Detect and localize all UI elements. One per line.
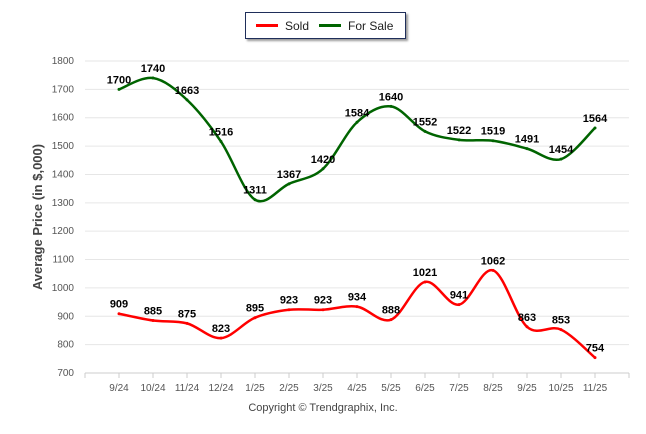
data-label: 1564 [583, 113, 608, 125]
x-tick-label: 8/25 [483, 383, 503, 394]
data-point [219, 336, 223, 340]
sold-swatch [256, 24, 278, 27]
data-label: 923 [314, 295, 332, 307]
data-label: 934 [348, 292, 367, 304]
data-point [117, 87, 121, 91]
data-label: 1516 [209, 127, 233, 139]
data-point [389, 104, 393, 108]
y-tick-label: 800 [57, 340, 74, 351]
data-label: 1552 [413, 116, 437, 128]
data-point [117, 312, 121, 316]
y-tick-label: 1500 [52, 141, 75, 152]
data-label: 885 [144, 306, 162, 318]
y-tick-label: 1800 [52, 56, 75, 67]
legend-item-sold[interactable]: Sold [256, 19, 309, 33]
x-tick-label: 6/25 [415, 383, 435, 394]
legend-label-sold: Sold [285, 18, 310, 33]
data-point [423, 129, 427, 133]
data-label: 1311 [243, 185, 267, 197]
data-label: 1519 [481, 126, 505, 138]
data-label: 1454 [549, 144, 574, 156]
y-tick-label: 1700 [52, 84, 75, 95]
data-label: 909 [110, 299, 128, 311]
data-label: 1522 [447, 125, 471, 137]
data-label: 1584 [345, 107, 370, 119]
y-tick-label: 1600 [52, 113, 75, 124]
data-label: 888 [382, 305, 400, 317]
data-label: 1062 [481, 255, 505, 267]
x-tick-label: 5/25 [381, 383, 401, 394]
data-label: 754 [586, 343, 605, 355]
data-label: 863 [518, 312, 536, 324]
data-point [389, 318, 393, 322]
data-point [151, 319, 155, 323]
copyright: Copyright © Trendgraphix, Inc. [248, 402, 398, 414]
x-tick-label: 11/24 [175, 383, 200, 394]
data-point [219, 140, 223, 144]
data-label: 1740 [141, 63, 165, 75]
data-point [185, 98, 189, 102]
data-point [253, 198, 257, 202]
data-point [559, 328, 563, 332]
x-tick-label: 9/25 [517, 383, 537, 394]
data-label: 853 [552, 315, 570, 327]
data-label: 1640 [379, 91, 403, 103]
data-label: 1420 [311, 154, 335, 166]
data-point [253, 316, 257, 320]
data-point [355, 305, 359, 309]
x-tick-label: 11/25 [583, 383, 608, 394]
x-tick-label: 7/25 [449, 383, 469, 394]
data-point [287, 308, 291, 312]
x-tick-label: 10/25 [548, 383, 573, 394]
data-label: 823 [212, 323, 230, 335]
data-point [457, 138, 461, 142]
data-label: 923 [280, 295, 298, 307]
data-label: 1700 [107, 74, 131, 86]
for-sale-swatch [319, 24, 342, 27]
data-label: 875 [178, 308, 196, 320]
data-point [593, 356, 597, 360]
x-tick-label: 10/24 [140, 383, 165, 394]
data-point [559, 157, 563, 161]
data-label: 1021 [413, 267, 437, 279]
x-tick-label: 2/25 [279, 383, 299, 394]
y-tick-label: 1400 [52, 169, 75, 180]
legend-item-for-sale[interactable]: For Sale [319, 19, 393, 33]
y-tick-label: 1000 [52, 283, 75, 294]
data-point [321, 167, 325, 171]
data-point [491, 268, 495, 272]
y-tick-label: 1300 [52, 198, 75, 209]
data-point [593, 126, 597, 130]
data-point [457, 303, 461, 307]
data-point [287, 182, 291, 186]
data-point [321, 308, 325, 312]
y-axis-label: Average Price (in $,000) [30, 144, 45, 290]
data-point [151, 76, 155, 80]
data-label: 1367 [277, 169, 301, 181]
data-label: 1663 [175, 85, 199, 97]
y-tick-label: 900 [57, 311, 74, 322]
data-point [185, 321, 189, 325]
x-tick-label: 4/25 [347, 383, 367, 394]
x-tick-label: 1/25 [245, 383, 265, 394]
y-tick-label: 1100 [52, 255, 74, 266]
data-label: 895 [246, 303, 264, 315]
x-tick-label: 12/24 [208, 383, 233, 394]
data-point [355, 120, 359, 124]
data-point [525, 147, 529, 151]
data-point [423, 280, 427, 284]
data-label: 941 [450, 290, 468, 302]
data-point [525, 325, 529, 329]
data-point [491, 139, 495, 143]
y-tick-label: 1200 [52, 226, 75, 237]
data-label: 1491 [515, 134, 539, 146]
legend-label-for-sale: For Sale [348, 18, 394, 33]
x-tick-label: 9/24 [109, 383, 129, 394]
y-tick-label: 700 [57, 368, 74, 379]
x-tick-label: 3/25 [313, 383, 333, 394]
legend: Sold For Sale [245, 12, 406, 39]
